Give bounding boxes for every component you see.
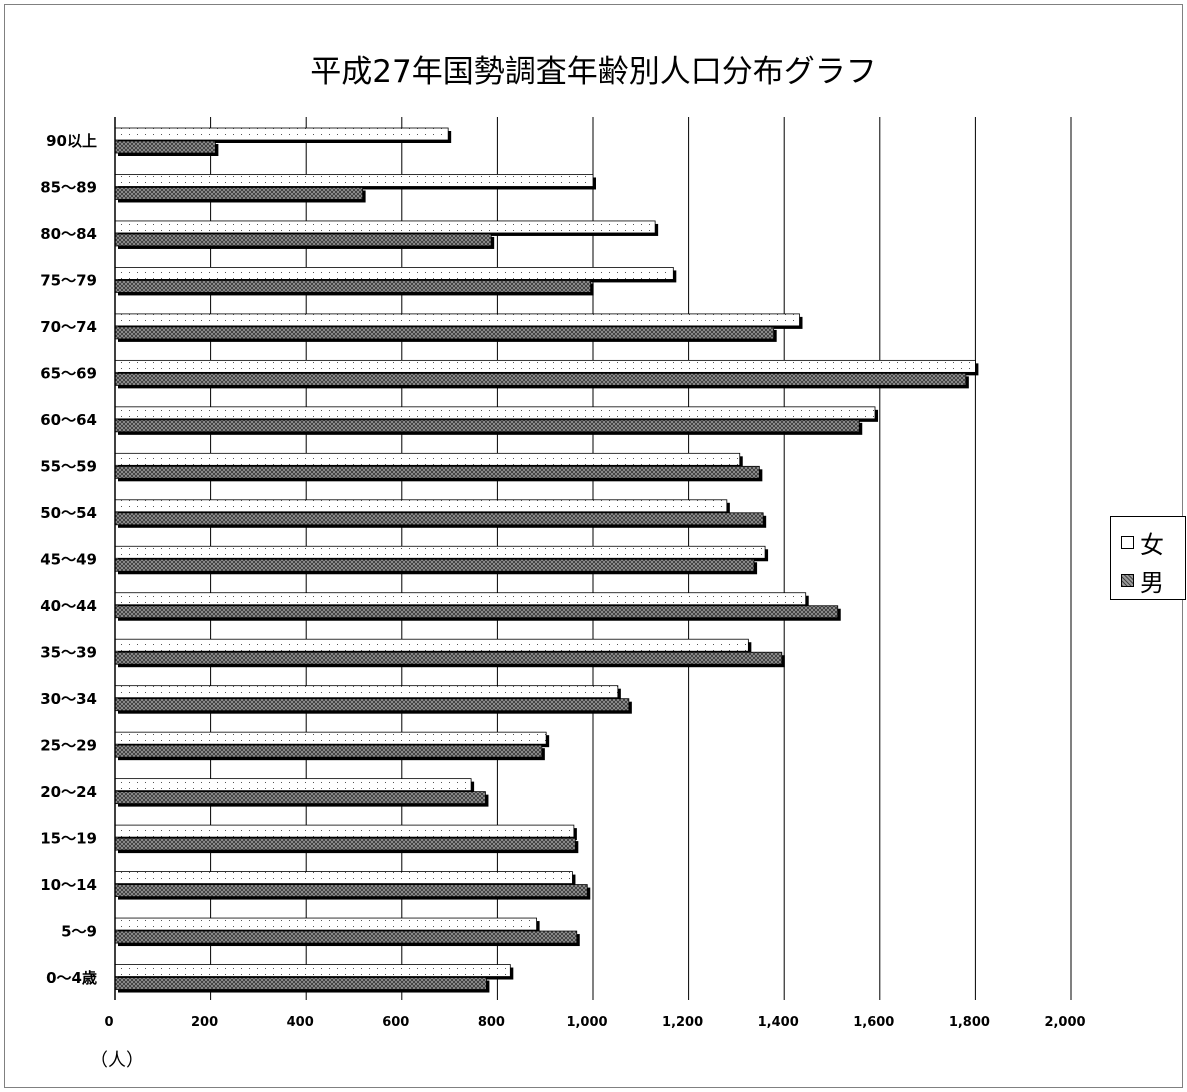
x-tick-label: 1,800	[949, 1015, 990, 1030]
bar-male	[114, 558, 755, 572]
y-tick-label: 35～39	[40, 643, 97, 661]
bar-female	[114, 406, 876, 420]
y-tick-label: 60～64	[40, 411, 97, 429]
y-tick-label: 45～49	[40, 551, 97, 569]
y-tick-label: 40～44	[40, 597, 97, 615]
bar-male	[114, 884, 588, 897]
bar-male	[114, 930, 578, 944]
bar-male	[114, 140, 216, 154]
bar-male	[114, 651, 783, 665]
y-tick-label: 70～74	[40, 318, 97, 336]
bar-female	[114, 592, 807, 606]
bar-male	[114, 465, 760, 479]
y-tick-label: 50～54	[40, 504, 97, 522]
bar-female	[114, 545, 766, 559]
bar-male	[114, 187, 364, 200]
y-tick-label: 90以上	[46, 132, 97, 150]
bar-female	[114, 499, 728, 513]
legend-label-male: 男	[1140, 569, 1164, 597]
x-tick-label: 1,400	[758, 1015, 799, 1030]
x-tick-label: 400	[287, 1015, 314, 1030]
bar-female	[114, 731, 547, 745]
bar-male	[114, 233, 492, 247]
bar-male	[114, 837, 576, 851]
y-tick-label: 20～24	[40, 783, 97, 801]
bar-female	[114, 220, 656, 234]
bar-male	[114, 372, 967, 386]
y-tick-label: 75～79	[40, 272, 97, 290]
y-tick-label: 65～69	[40, 365, 97, 383]
y-tick-label: 10～14	[40, 876, 97, 894]
legend: 女 男	[1110, 516, 1186, 600]
bars	[114, 127, 979, 993]
bar-female	[114, 964, 511, 977]
bar-female	[114, 638, 749, 652]
x-tick-label: 800	[478, 1015, 505, 1030]
x-tick-label: 600	[382, 1015, 409, 1030]
x-tick-label: 1,200	[662, 1015, 703, 1030]
bar-female	[114, 917, 537, 931]
legend-swatch-female	[1121, 536, 1134, 549]
bar-female	[114, 778, 472, 792]
bar-female	[114, 824, 575, 838]
bar-male	[114, 419, 860, 433]
y-tick-label: 55～59	[40, 458, 97, 476]
x-tick-label: 2,000	[1044, 1015, 1085, 1030]
bar-female	[114, 871, 573, 884]
bar-female	[114, 174, 594, 187]
bar-male	[114, 744, 543, 758]
bar-male	[114, 977, 487, 990]
bar-female	[114, 127, 449, 141]
bar-female	[114, 359, 976, 373]
unit-label: （人）	[90, 1050, 144, 1071]
x-tick-label: 1,000	[566, 1015, 607, 1030]
bar-male	[114, 698, 630, 712]
legend-item-female: 女	[1121, 525, 1164, 560]
y-tick-label: 15～19	[40, 829, 97, 847]
bar-male	[114, 326, 775, 340]
y-tick-label: 80～84	[40, 225, 97, 243]
x-tick-label: 200	[191, 1015, 218, 1030]
x-tick-label: 1,600	[853, 1015, 894, 1030]
legend-label-female: 女	[1140, 531, 1164, 559]
y-tick-label: 5～9	[61, 922, 97, 940]
bar-female	[114, 685, 619, 699]
tick-labels: 0 200 400 600 800 1,000 1,200 1,400 1,600 1,800 2,…	[40, 132, 1085, 1030]
bar-male	[114, 512, 764, 526]
bar-male	[114, 605, 839, 619]
bar-female	[114, 452, 741, 466]
y-tick-label: 85～89	[40, 179, 97, 197]
bar-male	[114, 280, 592, 293]
legend-swatch-male	[1121, 574, 1134, 587]
y-tick-label: 25～29	[40, 736, 97, 754]
chart-title: 平成27年国勢調査年齢別人口分布グラフ	[310, 54, 877, 90]
x-tick-label: 0	[104, 1015, 113, 1030]
y-tick-label: 0～4歳	[46, 969, 97, 987]
bar-female	[114, 313, 800, 327]
legend-item-male: 男	[1121, 563, 1164, 598]
bar-female	[114, 267, 674, 280]
y-tick-label: 30～34	[40, 690, 97, 708]
bar-male	[114, 791, 486, 805]
